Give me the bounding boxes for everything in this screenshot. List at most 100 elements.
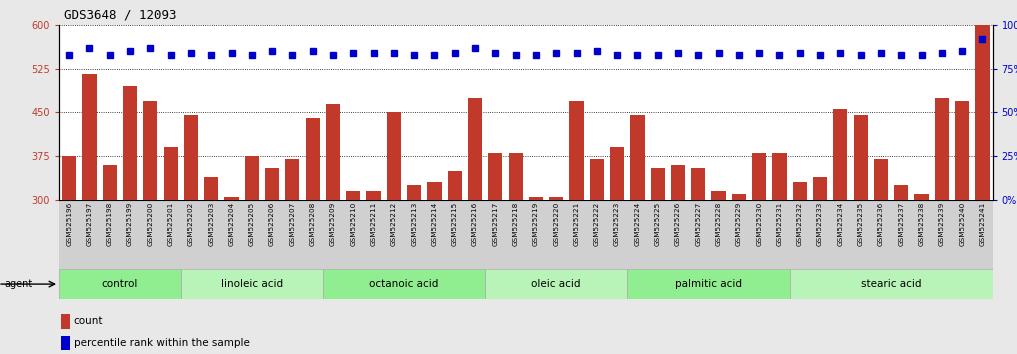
Bar bbox=[590, 159, 604, 354]
Bar bbox=[712, 191, 726, 354]
Text: GSM525230: GSM525230 bbox=[757, 202, 762, 246]
Text: GSM525236: GSM525236 bbox=[878, 202, 884, 246]
Text: control: control bbox=[102, 279, 138, 289]
Bar bbox=[143, 101, 158, 354]
Bar bbox=[813, 177, 827, 354]
Text: GSM525234: GSM525234 bbox=[837, 202, 843, 246]
Bar bbox=[164, 147, 178, 354]
Text: GSM525237: GSM525237 bbox=[898, 202, 904, 246]
Text: GSM525226: GSM525226 bbox=[675, 202, 681, 246]
Bar bbox=[225, 197, 239, 354]
Text: GSM525228: GSM525228 bbox=[716, 202, 722, 246]
Text: GSM525241: GSM525241 bbox=[979, 202, 985, 246]
Text: GSM525214: GSM525214 bbox=[431, 202, 437, 246]
Bar bbox=[570, 101, 584, 354]
Text: GSM525204: GSM525204 bbox=[229, 202, 235, 246]
Text: agent: agent bbox=[4, 279, 33, 289]
Text: GSM525201: GSM525201 bbox=[168, 202, 174, 246]
Bar bbox=[346, 191, 360, 354]
Text: GSM525240: GSM525240 bbox=[959, 202, 965, 246]
Text: octanoic acid: octanoic acid bbox=[369, 279, 438, 289]
Text: GSM525216: GSM525216 bbox=[472, 202, 478, 246]
Text: count: count bbox=[73, 316, 103, 326]
Text: GSM525202: GSM525202 bbox=[188, 202, 194, 246]
FancyBboxPatch shape bbox=[627, 269, 789, 299]
Text: GSM525197: GSM525197 bbox=[86, 202, 93, 246]
Bar bbox=[103, 165, 117, 354]
FancyBboxPatch shape bbox=[485, 269, 627, 299]
Text: GSM525231: GSM525231 bbox=[777, 202, 782, 246]
Text: GSM525219: GSM525219 bbox=[533, 202, 539, 246]
Text: GSM525233: GSM525233 bbox=[817, 202, 823, 246]
Bar bbox=[651, 168, 665, 354]
Text: percentile rank within the sample: percentile rank within the sample bbox=[73, 338, 249, 348]
Text: linoleic acid: linoleic acid bbox=[221, 279, 283, 289]
Bar bbox=[671, 165, 685, 354]
Text: GSM525220: GSM525220 bbox=[553, 202, 559, 246]
Bar bbox=[975, 25, 990, 354]
Bar bbox=[508, 153, 523, 354]
Bar bbox=[692, 168, 706, 354]
Bar bbox=[407, 185, 421, 354]
Bar bbox=[245, 156, 259, 354]
Bar bbox=[447, 171, 462, 354]
Bar bbox=[82, 74, 97, 354]
Text: GSM525238: GSM525238 bbox=[918, 202, 924, 246]
Text: GSM525227: GSM525227 bbox=[696, 202, 702, 246]
Text: GSM525217: GSM525217 bbox=[492, 202, 498, 246]
Bar bbox=[265, 168, 280, 354]
Bar bbox=[631, 115, 645, 354]
Bar bbox=[61, 336, 69, 350]
Bar bbox=[427, 182, 441, 354]
Bar bbox=[123, 86, 137, 354]
Bar bbox=[468, 98, 482, 354]
Text: stearic acid: stearic acid bbox=[860, 279, 921, 289]
Bar bbox=[529, 197, 543, 354]
Text: oleic acid: oleic acid bbox=[532, 279, 581, 289]
Text: palmitic acid: palmitic acid bbox=[675, 279, 742, 289]
Text: GSM525198: GSM525198 bbox=[107, 202, 113, 246]
Text: GSM525212: GSM525212 bbox=[391, 202, 397, 246]
FancyBboxPatch shape bbox=[59, 269, 181, 299]
FancyBboxPatch shape bbox=[789, 269, 993, 299]
Bar bbox=[914, 194, 929, 354]
Text: GSM525229: GSM525229 bbox=[736, 202, 741, 246]
Bar bbox=[894, 185, 908, 354]
Text: GSM525215: GSM525215 bbox=[452, 202, 458, 246]
Bar bbox=[62, 156, 76, 354]
Bar bbox=[305, 118, 319, 354]
Text: GSM525206: GSM525206 bbox=[270, 202, 275, 246]
Bar bbox=[286, 159, 299, 354]
Bar bbox=[366, 191, 380, 354]
Text: GDS3648 / 12093: GDS3648 / 12093 bbox=[64, 9, 177, 22]
Text: GSM525235: GSM525235 bbox=[857, 202, 863, 246]
Text: GSM525222: GSM525222 bbox=[594, 202, 600, 246]
Text: GSM525200: GSM525200 bbox=[147, 202, 154, 246]
Bar bbox=[732, 194, 746, 354]
Bar bbox=[792, 182, 806, 354]
FancyBboxPatch shape bbox=[181, 269, 322, 299]
Bar bbox=[488, 153, 502, 354]
Bar bbox=[610, 147, 624, 354]
Bar bbox=[955, 101, 969, 354]
Bar bbox=[61, 314, 69, 329]
Text: GSM525225: GSM525225 bbox=[655, 202, 661, 246]
Text: GSM525211: GSM525211 bbox=[370, 202, 376, 246]
Text: GSM525213: GSM525213 bbox=[411, 202, 417, 246]
Text: GSM525205: GSM525205 bbox=[249, 202, 255, 246]
Text: GSM525221: GSM525221 bbox=[574, 202, 580, 246]
Bar bbox=[935, 98, 949, 354]
Text: GSM525239: GSM525239 bbox=[939, 202, 945, 246]
Bar bbox=[753, 153, 766, 354]
Bar bbox=[549, 197, 563, 354]
Bar bbox=[772, 153, 786, 354]
Bar bbox=[874, 159, 888, 354]
Bar bbox=[853, 115, 868, 354]
Text: GSM525196: GSM525196 bbox=[66, 202, 72, 246]
FancyBboxPatch shape bbox=[322, 269, 485, 299]
Bar bbox=[833, 109, 847, 354]
Bar bbox=[386, 113, 401, 354]
Text: GSM525207: GSM525207 bbox=[290, 202, 295, 246]
Text: GSM525208: GSM525208 bbox=[310, 202, 315, 246]
Text: GSM525209: GSM525209 bbox=[330, 202, 336, 246]
